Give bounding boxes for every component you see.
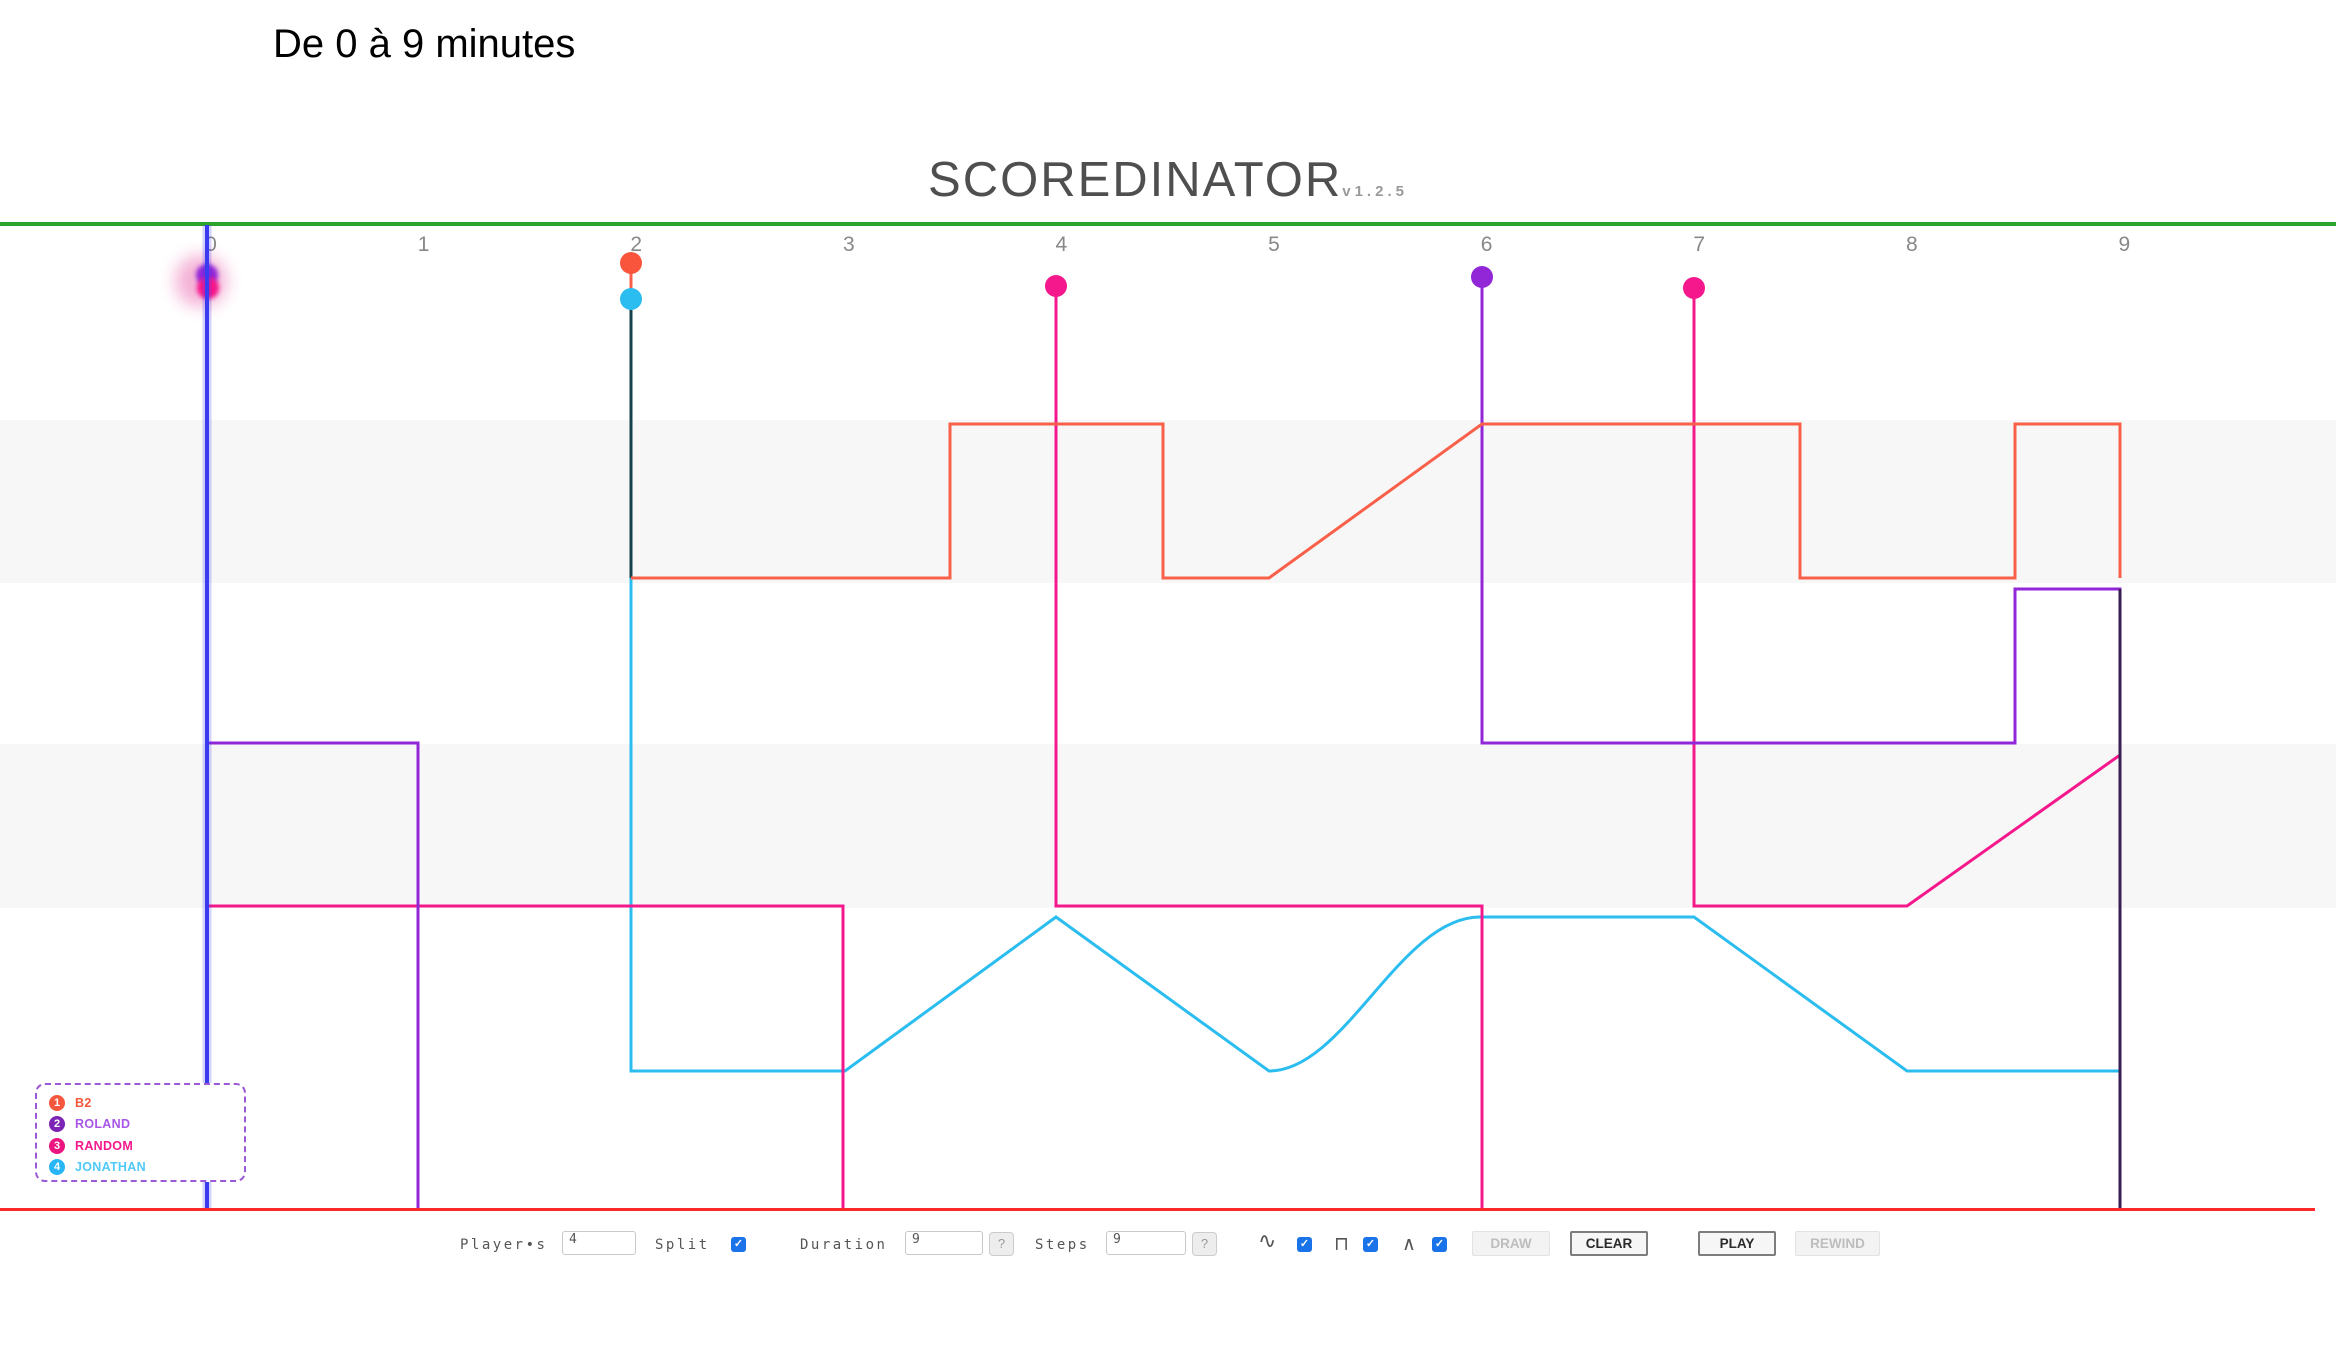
minute-label-4: 4: [1055, 233, 1068, 256]
legend-item-jonathan[interactable]: 4 JONATHAN: [49, 1157, 244, 1179]
duration-help-button[interactable]: ?: [989, 1232, 1014, 1256]
split-checkbox[interactable]: ✓: [731, 1237, 746, 1252]
clear-button[interactable]: CLEAR: [1570, 1231, 1648, 1256]
split-label: Split: [655, 1237, 710, 1253]
timeline-bottom-rule: [0, 1208, 2315, 1211]
minute-label-8: 8: [1905, 233, 1918, 256]
players-label: Player•s: [460, 1237, 548, 1253]
sine-wave-checkbox[interactable]: ✓: [1297, 1237, 1312, 1252]
app-logo-version: v1.2.5: [1342, 183, 1408, 200]
marker-dot-b2-t2[interactable]: [620, 252, 642, 274]
players-input[interactable]: 4: [562, 1231, 636, 1255]
player-number-badge: 2: [49, 1116, 65, 1133]
minute-label-6: 6: [1480, 233, 1493, 256]
purple-melody-2[interactable]: [1480, 278, 2122, 1208]
magenta-melody-1[interactable]: [206, 904, 845, 1208]
steps-label: Steps: [1035, 1237, 1090, 1253]
minute-label-7: 7: [1693, 233, 1706, 256]
page-title: De 0 à 9 minutes: [273, 22, 576, 66]
steps-help-button[interactable]: ?: [1192, 1232, 1217, 1256]
player-name-label: ROLAND: [75, 1117, 131, 1132]
duration-input[interactable]: 9: [905, 1231, 983, 1255]
player-legend: 1 B2 2 ROLAND 3 RANDOM 4 JONATHAN: [35, 1083, 246, 1182]
minute-label-0: 0: [205, 233, 217, 256]
player-number-badge: 3: [49, 1137, 65, 1154]
player-number-badge: 4: [49, 1159, 65, 1176]
marker-dot-jonathan-t2[interactable]: [620, 288, 642, 310]
player-name-label: JONATHAN: [75, 1160, 146, 1175]
square-wave-checkbox[interactable]: ✓: [1363, 1237, 1378, 1252]
magenta-melody-2[interactable]: [1054, 286, 1484, 1208]
sine-wave-icon: ∿: [1258, 1229, 1277, 1254]
marker-dot-random-t7[interactable]: [1683, 277, 1705, 299]
minute-label-9: 9: [2118, 233, 2131, 256]
marker-dot-random-t4[interactable]: [1045, 275, 1067, 297]
duration-label: Duration: [800, 1237, 888, 1253]
play-button[interactable]: PLAY: [1698, 1231, 1776, 1256]
player-name-label: B2: [75, 1095, 92, 1110]
marker-dot-roland-t6[interactable]: [1471, 266, 1493, 288]
orange-melody[interactable]: [631, 422, 2122, 580]
legend-item-b2[interactable]: 1 B2: [49, 1092, 244, 1114]
draw-button: DRAW: [1472, 1231, 1550, 1256]
player-number-badge: 1: [49, 1094, 65, 1111]
timeline-top-rule: [0, 222, 2336, 226]
app-logo-name: SCOREDINATOR: [928, 153, 1343, 207]
pitch-band-1: [0, 420, 2336, 583]
steps-input[interactable]: 9: [1106, 1231, 1186, 1255]
purple-melody-1[interactable]: [206, 741, 420, 1208]
app-logo: SCOREDINATORv1.2.5: [0, 152, 2336, 208]
minute-label-5: 5: [1268, 233, 1280, 256]
player-name-label: RANDOM: [75, 1138, 134, 1153]
minute-label-1: 1: [417, 233, 430, 256]
pitch-band-2: [0, 744, 2336, 908]
rewind-button: REWIND: [1795, 1231, 1880, 1256]
square-wave-icon: ⊓: [1334, 1233, 1349, 1255]
legend-item-roland[interactable]: 2 ROLAND: [49, 1114, 244, 1136]
minute-label-3: 3: [842, 233, 855, 256]
cyan-melody[interactable]: [629, 299, 2122, 1208]
minute-label-2: 2: [630, 233, 643, 256]
triangle-wave-icon: ∧: [1402, 1233, 1416, 1255]
legend-item-random[interactable]: 3 RANDOM: [49, 1135, 244, 1157]
triangle-wave-checkbox[interactable]: ✓: [1432, 1237, 1447, 1252]
